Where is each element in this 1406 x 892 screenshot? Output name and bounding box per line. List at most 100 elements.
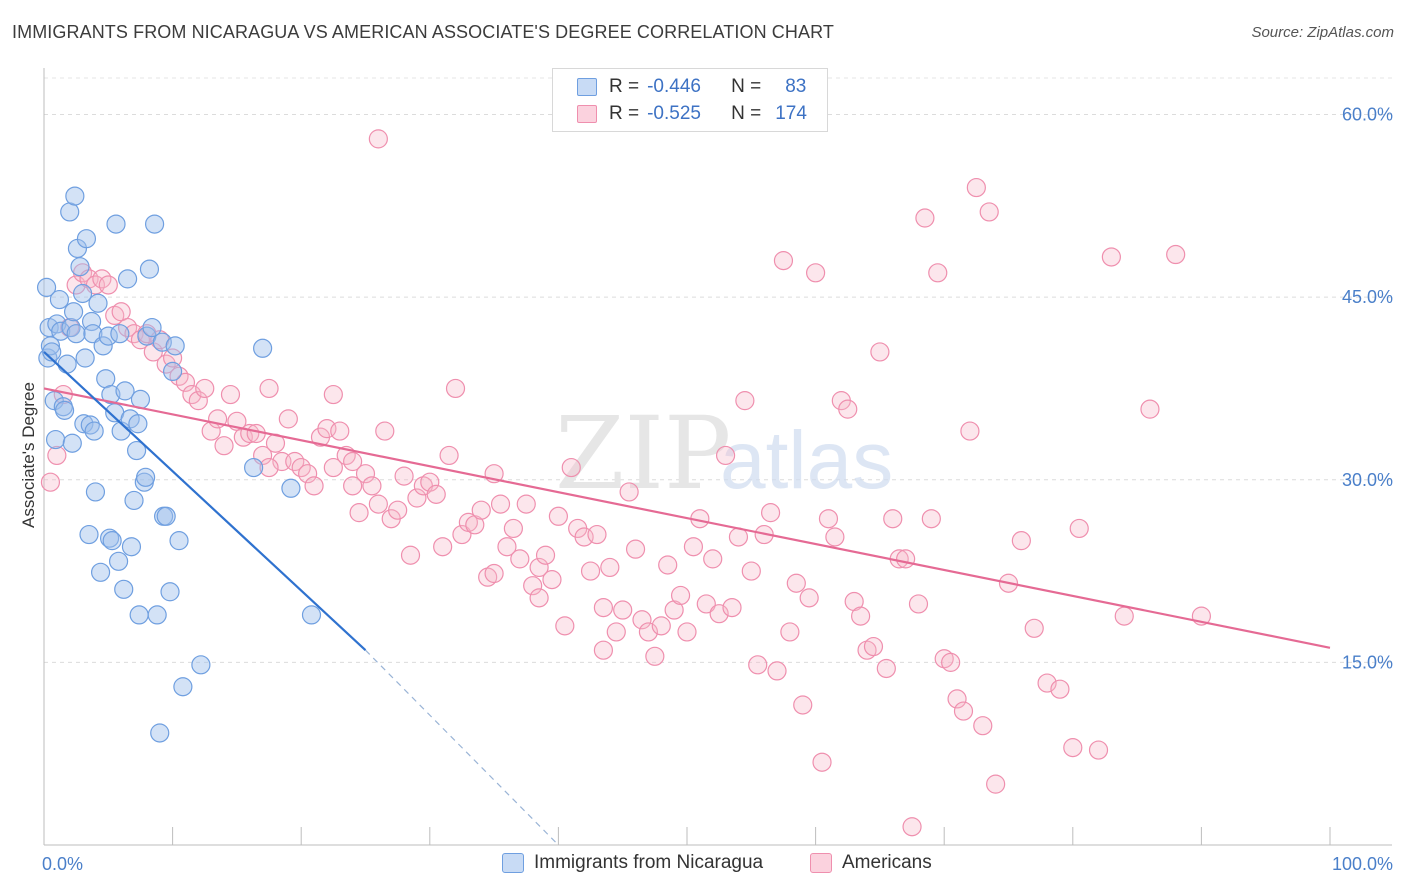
data-point-americans (1088, 740, 1109, 760)
data-point-nicaragua (144, 214, 165, 234)
watermark-atlas: atlas (720, 415, 893, 506)
data-point-americans (960, 421, 980, 441)
data-point-americans (259, 457, 279, 478)
data-point-americans (400, 545, 421, 565)
data-point-americans (715, 445, 736, 466)
y-tick-label: 60.0% (1342, 105, 1393, 125)
data-point-nicaragua (72, 283, 93, 304)
data-point-nicaragua (110, 324, 130, 344)
data-point-nicaragua (108, 551, 129, 571)
data-point-americans (1069, 518, 1089, 539)
data-point-nicaragua (84, 421, 104, 441)
data-point-americans (748, 655, 768, 675)
data-point-americans (407, 488, 427, 508)
data-point-nicaragua (156, 506, 176, 526)
data-point-americans (394, 466, 414, 486)
legend-n-value: 83 (785, 76, 807, 97)
x-tick-label: 100.0% (1332, 854, 1393, 874)
data-point-americans (195, 378, 215, 399)
data-point-americans (535, 545, 556, 565)
data-point-americans (818, 509, 839, 529)
data-point-nicaragua (139, 259, 160, 279)
legend-n-value: 174 (775, 103, 807, 124)
data-point-americans (40, 472, 61, 492)
data-point-americans (902, 817, 922, 837)
axes (43, 68, 1392, 846)
legend-row-nicaragua: R = -0.446 N = 83 (577, 76, 806, 98)
data-point-americans (175, 372, 196, 392)
data-point-americans (580, 561, 601, 581)
data-point-americans (986, 774, 1006, 794)
data-point-nicaragua (88, 293, 108, 313)
data-point-americans (587, 524, 607, 545)
data-point-americans (105, 305, 125, 326)
data-point-americans (555, 616, 575, 636)
data-point-nicaragua (83, 324, 103, 344)
data-point-americans (1140, 399, 1160, 419)
data-point-americans (979, 202, 999, 222)
legend-stats: R = -0.446 N = 83 R = -0.525 N = 174 (552, 68, 828, 132)
data-point-americans (722, 597, 742, 618)
chart-title: IMMIGRANTS FROM NICARAGUA VS AMERICAN AS… (12, 22, 834, 42)
data-point-americans (278, 409, 298, 429)
data-point-americans (523, 576, 543, 596)
data-point-nicaragua (63, 302, 84, 322)
data-point-nicaragua (244, 457, 264, 478)
series-nicaragua (36, 186, 322, 743)
legend-item-americans: Americans (810, 852, 932, 874)
legend-r-value: -0.525 (647, 103, 701, 124)
data-point-nicaragua (121, 537, 142, 557)
trend-extension-nicaragua (365, 649, 559, 846)
data-point-nicaragua (114, 579, 134, 599)
data-point-americans (793, 695, 813, 715)
data-point-americans (915, 208, 935, 228)
data-point-americans (323, 457, 343, 478)
trend-lines (43, 351, 1331, 846)
data-point-americans (343, 476, 363, 496)
data-point-nicaragua (253, 338, 273, 358)
y-axis-title: Associate's Degree (19, 382, 38, 528)
data-point-americans (941, 652, 961, 672)
data-point-americans (870, 342, 890, 362)
legend-swatch-americans (810, 853, 832, 873)
data-point-nicaragua (147, 605, 167, 625)
data-point-americans (838, 399, 858, 419)
data-point-americans (375, 421, 395, 441)
data-point-nicaragua (124, 490, 144, 511)
data-point-nicaragua (150, 723, 170, 743)
data-point-americans (529, 588, 549, 608)
data-point-americans (433, 537, 453, 557)
trend-line-americans (43, 387, 1331, 649)
data-point-americans (548, 506, 569, 526)
data-point-americans (298, 464, 318, 484)
data-point-nicaragua (301, 605, 322, 625)
data-point-americans (928, 263, 948, 283)
legend-row-americans: R = -0.525 N = 174 (577, 103, 807, 125)
data-point-americans (349, 503, 369, 523)
data-point-americans (973, 716, 993, 736)
data-point-americans (883, 509, 903, 529)
data-point-americans (529, 557, 549, 578)
data-point-nicaragua (40, 336, 61, 356)
source-label: Source: ZipAtlas.com (1251, 24, 1394, 41)
legend-n-label: N = (731, 76, 762, 97)
data-point-nicaragua (135, 467, 156, 487)
data-point-americans (683, 537, 704, 557)
data-point-nicaragua (106, 214, 126, 234)
tick-labels: 15.0% 30.0% 45.0% 60.0% 0.0% 100.0% (42, 105, 1393, 874)
data-point-americans (741, 561, 761, 581)
data-point-americans (478, 567, 498, 587)
data-point-americans (606, 622, 626, 642)
data-point-americans (600, 557, 620, 578)
data-point-americans (825, 527, 845, 547)
data-point-americans (696, 594, 716, 614)
data-point-americans (1050, 679, 1070, 699)
data-point-americans (188, 391, 208, 411)
data-point-americans (645, 646, 665, 666)
data-point-americans (851, 606, 871, 626)
data-point-americans (1063, 738, 1083, 758)
data-point-americans (896, 549, 916, 569)
data-point-nicaragua (74, 414, 94, 434)
data-point-americans (439, 445, 459, 466)
data-point-americans (47, 445, 67, 466)
